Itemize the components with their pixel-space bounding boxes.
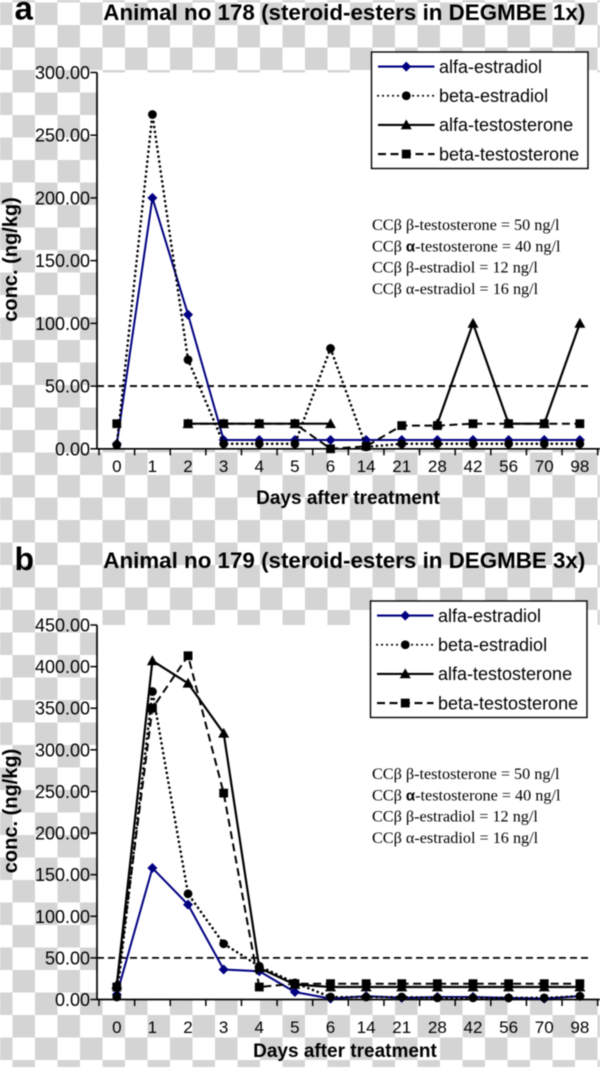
svg-text:CCβ β-testosterone = 50 ng/l: CCβ β-testosterone = 50 ng/l (372, 765, 560, 783)
svg-text:Animal no 178 (steroid-esters: Animal no 178 (steroid-esters in DEGMBE … (103, 0, 585, 25)
svg-text:400.00: 400.00 (35, 657, 90, 677)
svg-text:b: b (15, 541, 35, 577)
svg-text:CCβ α-estradiol = 16 ng/l: CCβ α-estradiol = 16 ng/l (372, 829, 539, 847)
svg-text:42: 42 (464, 457, 483, 476)
svg-text:conc. (ng/kg): conc. (ng/kg) (0, 197, 22, 321)
svg-text:beta-testosterone: beta-testosterone (439, 144, 579, 164)
svg-text:alfa-estradiol: alfa-estradiol (439, 57, 542, 77)
svg-text:21: 21 (392, 1018, 411, 1037)
svg-text:CCβ α-estradiol = 16 ng/l: CCβ α-estradiol = 16 ng/l (372, 280, 539, 298)
svg-text:5: 5 (290, 1018, 299, 1037)
svg-text:350.00: 350.00 (35, 699, 90, 719)
svg-text:6: 6 (326, 457, 335, 476)
svg-text:CCβ α-testosterone = 40 ng/l: CCβ α-testosterone = 40 ng/l (372, 237, 561, 255)
svg-text:CCβ β-estradiol = 12 ng/l: CCβ β-estradiol = 12 ng/l (372, 808, 538, 826)
svg-text:beta-estradiol: beta-estradiol (439, 86, 548, 106)
svg-text:alfa-estradiol: alfa-estradiol (438, 606, 541, 626)
svg-text:4: 4 (255, 457, 264, 476)
svg-text:CCβ β-testosterone = 50 ng/l: CCβ β-testosterone = 50 ng/l (372, 216, 560, 234)
svg-text:0.00: 0.00 (55, 439, 90, 459)
svg-text:1: 1 (148, 457, 157, 476)
svg-text:Days after treatment: Days after treatment (253, 1041, 437, 1062)
svg-text:56: 56 (499, 1018, 518, 1037)
svg-text:150.00: 150.00 (35, 251, 90, 271)
svg-text:56: 56 (499, 457, 518, 476)
svg-text:alfa-testosterone: alfa-testosterone (439, 115, 573, 135)
svg-text:450.00: 450.00 (35, 616, 90, 636)
svg-text:70: 70 (535, 1018, 554, 1037)
svg-text:2: 2 (183, 457, 192, 476)
svg-text:250.00: 250.00 (35, 782, 90, 802)
svg-text:28: 28 (428, 457, 447, 476)
svg-text:200.00: 200.00 (35, 188, 90, 208)
svg-text:42: 42 (464, 1018, 483, 1037)
svg-text:Days after treatment: Days after treatment (256, 488, 440, 509)
svg-text:28: 28 (428, 1018, 447, 1037)
svg-text:5: 5 (290, 457, 299, 476)
svg-text:6: 6 (326, 1018, 335, 1037)
svg-text:300.00: 300.00 (35, 740, 90, 760)
svg-text:300.00: 300.00 (35, 63, 90, 83)
svg-text:2: 2 (183, 1018, 192, 1037)
svg-text:98: 98 (570, 1018, 589, 1037)
svg-text:a: a (15, 0, 34, 27)
svg-text:1: 1 (148, 1018, 157, 1037)
svg-text:CCβ α-testosterone = 40 ng/l: CCβ α-testosterone = 40 ng/l (372, 786, 561, 804)
svg-text:250.00: 250.00 (35, 126, 90, 146)
svg-text:14: 14 (357, 457, 376, 476)
svg-text:4: 4 (255, 1018, 264, 1037)
svg-text:0: 0 (112, 1018, 121, 1037)
svg-text:CCβ β-estradiol = 12 ng/l: CCβ β-estradiol = 12 ng/l (372, 259, 538, 277)
svg-text:98: 98 (570, 457, 589, 476)
svg-text:0.00: 0.00 (55, 990, 90, 1010)
svg-text:50.00: 50.00 (45, 377, 90, 397)
svg-text:70: 70 (535, 457, 554, 476)
svg-text:beta-testosterone: beta-testosterone (438, 693, 578, 713)
svg-text:alfa-testosterone: alfa-testosterone (438, 664, 572, 684)
svg-text:0: 0 (112, 457, 121, 476)
svg-text:100.00: 100.00 (35, 314, 90, 334)
svg-text:100.00: 100.00 (35, 907, 90, 927)
svg-text:conc. (ng/kg): conc. (ng/kg) (0, 749, 22, 873)
svg-text:Animal no 179 (steroid-esters: Animal no 179 (steroid-esters in DEGMBE … (103, 548, 585, 573)
svg-text:150.00: 150.00 (35, 865, 90, 885)
svg-text:beta-estradiol: beta-estradiol (438, 635, 547, 655)
svg-text:200.00: 200.00 (35, 824, 90, 844)
svg-text:3: 3 (219, 457, 228, 476)
svg-text:21: 21 (392, 457, 411, 476)
svg-text:3: 3 (219, 1018, 228, 1037)
svg-text:50.00: 50.00 (45, 948, 90, 968)
svg-text:14: 14 (357, 1018, 376, 1037)
